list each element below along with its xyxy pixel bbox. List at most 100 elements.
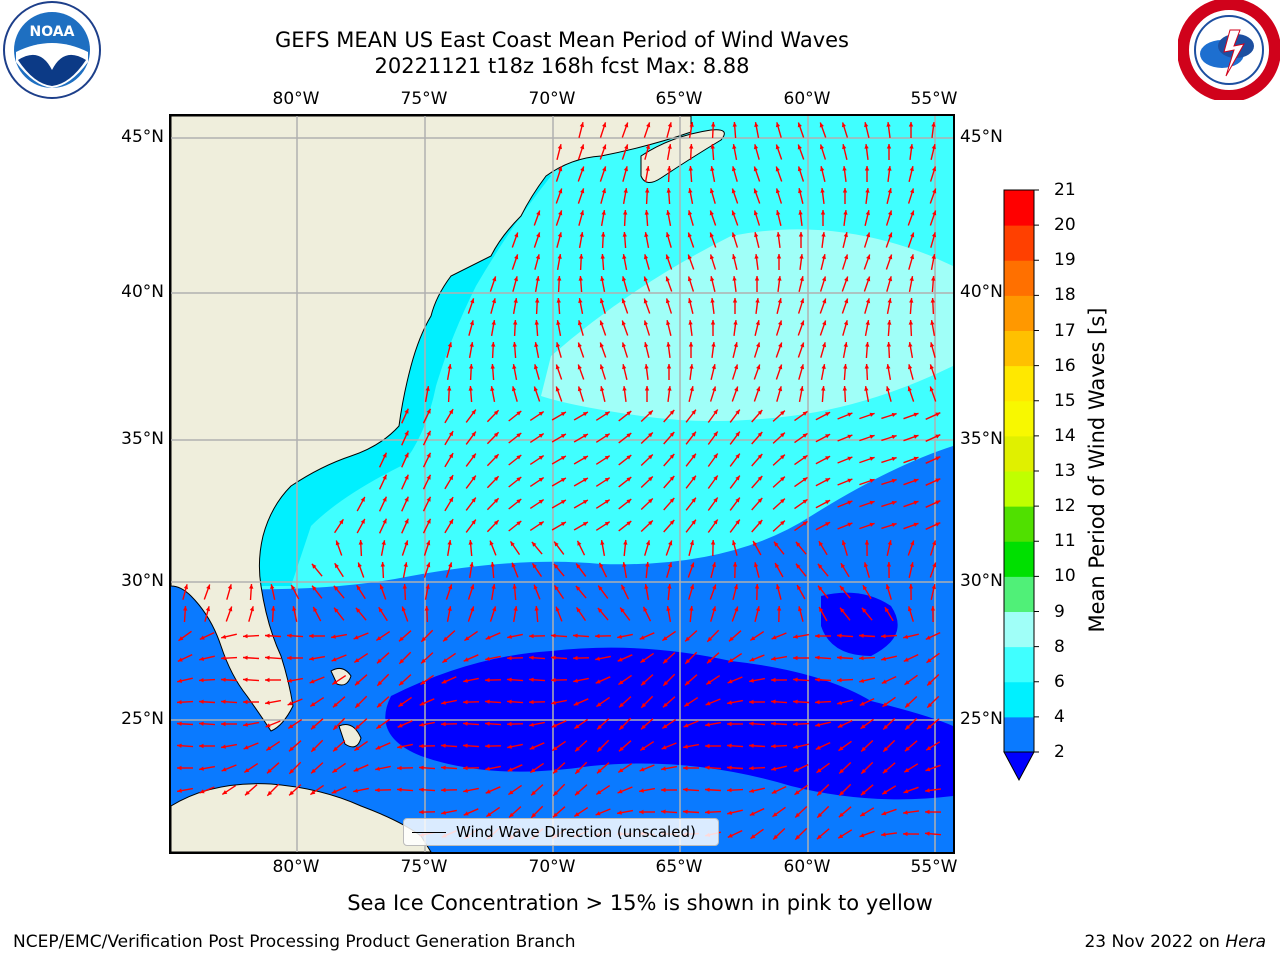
wind-wave-arrowhead <box>491 320 496 325</box>
wind-wave-arrowhead <box>908 122 914 127</box>
map-canvas <box>171 116 953 852</box>
wind-wave-arrowhead <box>688 342 694 347</box>
wind-wave-arrowhead <box>780 498 785 504</box>
wind-wave-arrowhead <box>705 810 710 815</box>
wind-wave-arrowhead <box>580 144 585 150</box>
wind-wave-arrowhead <box>882 790 888 795</box>
wind-wave-arrowhead <box>777 386 783 392</box>
wind-wave-arrowhead <box>619 702 624 708</box>
wind-wave-arrowhead <box>551 677 556 683</box>
wind-wave-arrowhead <box>757 476 763 481</box>
wind-wave-arrowhead <box>578 298 583 303</box>
wind-wave-arrowhead <box>469 320 474 326</box>
wind-wave-arrowhead <box>927 680 932 686</box>
wind-wave-arrowhead <box>931 232 937 238</box>
wind-wave-arrowhead <box>289 790 294 796</box>
colorbar-tick-label: 2 <box>1054 742 1065 762</box>
wind-wave-arrowhead <box>560 522 566 527</box>
wind-wave-arrowhead <box>881 679 887 684</box>
wind-wave-arrowhead <box>221 699 226 704</box>
wind-wave-arrowhead <box>777 298 782 304</box>
wind-wave-arrowhead <box>574 724 580 729</box>
wind-wave-arrowhead <box>862 585 868 591</box>
wind-wave-arrowhead <box>910 210 915 216</box>
wind-wave-arrowhead <box>470 298 475 304</box>
wind-wave-arrowhead <box>508 790 514 795</box>
wind-wave-arrowhead <box>822 320 827 326</box>
wind-wave-arrowhead <box>793 655 798 661</box>
wind-wave-arrowhead <box>932 562 937 568</box>
wind-wave-arrowhead <box>771 766 777 771</box>
wind-wave-arrowhead <box>463 811 469 816</box>
wind-wave-arrowhead <box>512 364 517 369</box>
wind-wave-arrowhead <box>825 478 831 483</box>
wind-wave-arrowhead <box>705 701 711 706</box>
wind-wave-arrowhead <box>669 520 675 525</box>
wind-wave-arrowhead <box>750 636 756 641</box>
wind-wave-arrowhead <box>404 540 409 546</box>
wind-wave-arrowhead <box>800 298 805 304</box>
legend-label: Wind Wave Direction (unscaled) <box>456 823 696 841</box>
wind-wave-arrowhead <box>485 699 490 704</box>
wind-wave-arrowhead <box>643 298 648 304</box>
wind-wave-arrowhead <box>913 500 919 505</box>
wind-wave-arrowhead <box>749 766 754 771</box>
colorbar-bin <box>1004 225 1034 261</box>
wind-wave-arrowhead <box>602 122 607 128</box>
wind-wave-arrowhead <box>887 166 892 171</box>
wind-wave-arrowhead <box>626 455 632 460</box>
wind-wave-arrowhead <box>932 166 937 172</box>
wind-wave-arrowhead <box>333 702 338 708</box>
wind-wave-arrowhead <box>377 702 382 708</box>
wind-wave-arrowhead <box>648 432 653 438</box>
wind-wave-arrowhead <box>621 298 626 304</box>
wind-wave-arrowhead <box>756 342 761 348</box>
wind-wave-arrowhead <box>710 298 715 303</box>
wind-wave-arrowhead <box>815 677 820 682</box>
wind-wave-arrowhead <box>755 320 760 326</box>
wind-wave-arrowhead <box>199 678 204 683</box>
wind-wave-arrowhead <box>705 722 710 727</box>
wind-wave-arrowhead <box>289 746 294 752</box>
wind-wave-arrowhead <box>843 320 849 326</box>
wind-wave-arrowhead <box>485 743 490 749</box>
wind-wave-arrowhead <box>623 210 628 215</box>
wind-wave-arrowhead <box>687 276 692 282</box>
wind-wave-arrowhead <box>665 276 670 282</box>
wind-wave-arrowhead <box>910 232 915 238</box>
wind-wave-arrows <box>176 121 942 841</box>
wind-wave-arrowhead <box>888 254 893 260</box>
colorbar-bin <box>1004 400 1034 437</box>
wind-wave-arrowhead <box>780 476 785 482</box>
wind-wave-arrowhead <box>538 521 544 526</box>
wind-wave-arrowhead <box>507 677 512 682</box>
wind-wave-arrowhead <box>778 320 783 326</box>
wind-wave-arrowhead <box>775 166 780 172</box>
wind-wave-arrowhead <box>843 210 848 215</box>
wind-wave-arrowhead <box>447 364 452 369</box>
wind-wave-arrowhead <box>713 475 718 481</box>
wind-wave-arrowhead <box>859 656 864 661</box>
wind-wave-arrowhead <box>353 788 358 793</box>
colorbar-tick-label: 16 <box>1054 355 1076 376</box>
wind-wave-arrowhead <box>441 721 446 727</box>
wind-wave-arrowhead <box>822 276 827 282</box>
wind-wave-arrowhead <box>729 636 734 642</box>
wind-wave-arrowhead <box>580 188 585 194</box>
wind-wave-arrowhead <box>604 455 610 460</box>
wind-wave-arrowhead <box>582 434 588 439</box>
wind-wave-arrowhead <box>469 562 474 567</box>
wind-wave-arrowhead <box>441 765 446 770</box>
wind-wave-arrowhead <box>925 767 931 772</box>
wind-wave-arrowhead <box>641 724 646 730</box>
wind-wave-arrowhead <box>705 787 710 792</box>
wind-wave-arrowhead <box>713 431 718 437</box>
wind-wave-arrowhead <box>861 607 867 613</box>
wind-wave-arrowhead <box>661 745 667 750</box>
wind-wave-arrowhead <box>404 496 409 502</box>
wind-wave-arrowhead <box>577 386 582 392</box>
wind-wave-arrowhead <box>886 364 891 369</box>
wind-wave-arrowhead <box>471 475 476 481</box>
wind-wave-arrowhead <box>859 701 865 706</box>
wind-wave-arrowhead <box>887 298 892 303</box>
